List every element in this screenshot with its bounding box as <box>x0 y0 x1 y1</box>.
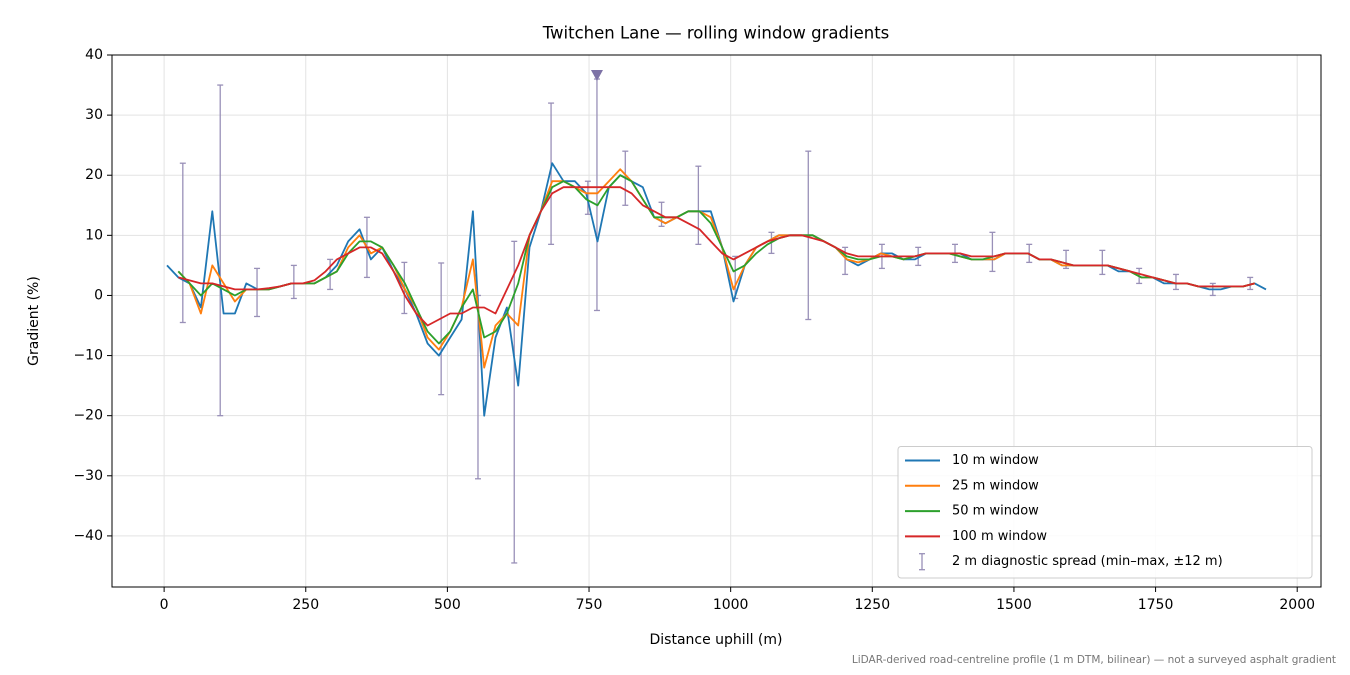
error-bar <box>695 165 702 246</box>
legend-label: 25 m window <box>952 478 1039 493</box>
x-tick-label: 500 <box>434 597 461 613</box>
error-bar <box>1172 273 1179 291</box>
error-bar <box>254 267 261 318</box>
x-tick-label: 1250 <box>854 597 890 613</box>
x-tick-label: 2000 <box>1279 597 1315 613</box>
series-line <box>178 186 1255 327</box>
y-tick-label: −20 <box>73 408 103 424</box>
y-tick-label: 0 <box>94 287 103 303</box>
error-bar <box>217 84 224 417</box>
x-tick-label: 1750 <box>1138 597 1174 613</box>
y-tick-label: −40 <box>73 528 103 544</box>
y-axis-label: Gradient (%) <box>26 276 42 366</box>
x-tick-label: 1500 <box>996 597 1032 613</box>
error-bar <box>290 264 297 300</box>
legend-label: 10 m window <box>952 453 1039 468</box>
x-tick-label: 0 <box>160 597 169 613</box>
x-axis-label: Distance uphill (m) <box>650 632 783 648</box>
error-bar <box>1099 249 1106 276</box>
plot-frame <box>111 54 1322 588</box>
legend-label: 100 m window <box>952 529 1047 544</box>
off-scale-marker <box>590 70 603 82</box>
chart-title: Twitchen Lane — rolling window gradients <box>542 24 890 43</box>
y-tick-label: −10 <box>73 348 103 364</box>
x-tick-label: 1000 <box>713 597 749 613</box>
legend: 10 m window 25 m window 50 m window 100 m w… <box>897 446 1313 579</box>
y-tick-label: 10 <box>85 227 103 243</box>
y-tick-label: 30 <box>85 107 103 123</box>
error-bar <box>179 162 186 324</box>
legend-label: 50 m window <box>952 504 1039 519</box>
legend-label: 2 m diagnostic spread (min–max, ±12 m) <box>952 554 1223 569</box>
error-bar <box>989 231 996 273</box>
y-tick-label: 40 <box>85 47 103 63</box>
legend-box <box>897 446 1313 579</box>
y-tick-label: −30 <box>73 468 103 484</box>
error-bar <box>1247 276 1254 291</box>
x-tick-label: 250 <box>292 597 319 613</box>
y-tick-label: 20 <box>85 167 103 183</box>
x-tick-label: 750 <box>576 597 603 613</box>
error-bar <box>438 262 445 396</box>
footnote: LiDAR-derived road-centreline profile (1… <box>852 654 1336 666</box>
error-bar <box>548 102 555 246</box>
